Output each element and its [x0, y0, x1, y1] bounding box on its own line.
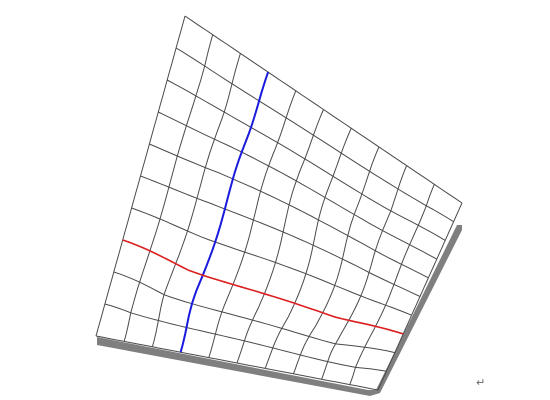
mesh-column-line [151, 53, 241, 347]
mesh-column-line [95, 15, 186, 337]
mesh-row-line [166, 79, 446, 241]
mesh-column-line [321, 165, 408, 380]
mesh-row-line [140, 175, 421, 297]
paragraph-return-mark: ↵ [476, 376, 486, 389]
mesh-row-line [175, 47, 454, 223]
mesh-grid [95, 15, 463, 391]
mesh-row-line [122, 239, 404, 335]
highlighted-row-line [122, 239, 404, 335]
mesh-column-line [377, 202, 463, 391]
mesh-column-line [236, 109, 324, 364]
highlighted-column-line [179, 71, 270, 353]
mesh-column-line [264, 128, 352, 369]
mesh-column-line [208, 90, 297, 358]
mesh-row-line [149, 143, 429, 279]
mesh-column-line [123, 34, 214, 342]
mesh-column-line [349, 184, 435, 385]
mesh-row-line [131, 207, 412, 316]
mesh-column-line [292, 146, 380, 374]
